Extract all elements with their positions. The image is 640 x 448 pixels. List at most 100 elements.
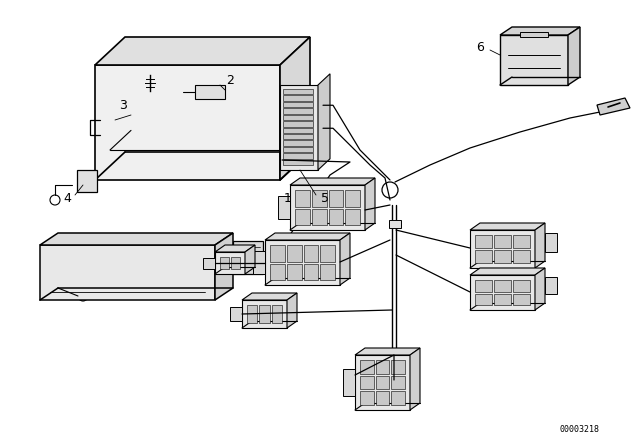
Polygon shape: [470, 268, 545, 275]
Polygon shape: [215, 252, 245, 274]
Text: 6: 6: [476, 40, 484, 53]
Polygon shape: [545, 277, 557, 294]
Polygon shape: [203, 258, 215, 268]
Polygon shape: [470, 223, 545, 230]
Bar: [513, 280, 530, 292]
Bar: [283, 121, 313, 126]
Polygon shape: [40, 245, 215, 300]
Bar: [220, 257, 229, 269]
Text: 2: 2: [226, 73, 234, 86]
Bar: [391, 376, 405, 389]
Bar: [513, 293, 530, 305]
Polygon shape: [95, 37, 310, 65]
Bar: [391, 360, 405, 374]
Polygon shape: [253, 251, 265, 274]
Polygon shape: [280, 37, 310, 180]
Bar: [231, 257, 240, 269]
Polygon shape: [340, 233, 350, 285]
Polygon shape: [265, 240, 340, 285]
Bar: [283, 134, 313, 139]
Bar: [494, 280, 511, 292]
Bar: [295, 190, 310, 207]
Bar: [494, 293, 511, 305]
Polygon shape: [230, 307, 242, 321]
Bar: [271, 305, 282, 323]
Polygon shape: [568, 27, 580, 85]
Polygon shape: [40, 233, 233, 245]
Text: 1: 1: [284, 191, 292, 204]
Bar: [287, 245, 301, 262]
Bar: [195, 85, 225, 99]
Polygon shape: [470, 230, 535, 268]
Bar: [376, 392, 389, 405]
Bar: [283, 128, 313, 133]
Polygon shape: [500, 27, 580, 35]
Bar: [475, 293, 492, 305]
Bar: [360, 360, 374, 374]
Bar: [475, 250, 492, 263]
Bar: [328, 208, 343, 225]
Polygon shape: [410, 348, 420, 410]
Bar: [270, 245, 285, 262]
Bar: [320, 263, 335, 280]
Polygon shape: [355, 355, 410, 410]
Bar: [312, 190, 326, 207]
Bar: [328, 190, 343, 207]
Bar: [287, 263, 301, 280]
Bar: [283, 153, 313, 159]
Polygon shape: [95, 65, 280, 180]
Polygon shape: [215, 245, 255, 252]
Polygon shape: [242, 300, 287, 328]
Bar: [376, 360, 389, 374]
Bar: [312, 208, 326, 225]
Bar: [283, 159, 313, 165]
Bar: [303, 263, 318, 280]
Bar: [270, 263, 285, 280]
Bar: [376, 376, 389, 389]
Polygon shape: [343, 369, 355, 396]
Polygon shape: [287, 293, 297, 328]
Polygon shape: [470, 275, 535, 310]
Bar: [389, 220, 401, 228]
Polygon shape: [545, 233, 557, 251]
Bar: [259, 305, 269, 323]
Bar: [391, 392, 405, 405]
Bar: [303, 245, 318, 262]
Bar: [283, 140, 313, 146]
Bar: [283, 95, 313, 101]
Polygon shape: [215, 233, 233, 300]
Polygon shape: [597, 98, 630, 115]
Polygon shape: [318, 74, 330, 170]
Polygon shape: [242, 293, 297, 300]
Bar: [283, 108, 313, 114]
Polygon shape: [290, 178, 375, 185]
Text: 5: 5: [321, 191, 329, 204]
Bar: [360, 392, 374, 405]
Text: 00003218: 00003218: [560, 425, 600, 434]
Bar: [283, 102, 313, 107]
Polygon shape: [290, 185, 365, 230]
Polygon shape: [265, 233, 350, 240]
Text: 4: 4: [63, 191, 71, 204]
Bar: [475, 235, 492, 248]
Polygon shape: [278, 196, 290, 219]
Bar: [280, 85, 318, 170]
Bar: [320, 245, 335, 262]
Polygon shape: [245, 245, 255, 274]
Bar: [494, 235, 511, 248]
Bar: [283, 147, 313, 152]
Bar: [513, 235, 530, 248]
Polygon shape: [233, 241, 263, 274]
Bar: [247, 305, 257, 323]
Bar: [513, 250, 530, 263]
Bar: [295, 208, 310, 225]
Text: 3: 3: [119, 99, 127, 112]
Bar: [360, 376, 374, 389]
Polygon shape: [500, 35, 568, 85]
Bar: [283, 115, 313, 120]
Bar: [283, 89, 313, 95]
Bar: [345, 190, 360, 207]
Bar: [520, 32, 548, 37]
Bar: [494, 250, 511, 263]
Polygon shape: [365, 178, 375, 230]
